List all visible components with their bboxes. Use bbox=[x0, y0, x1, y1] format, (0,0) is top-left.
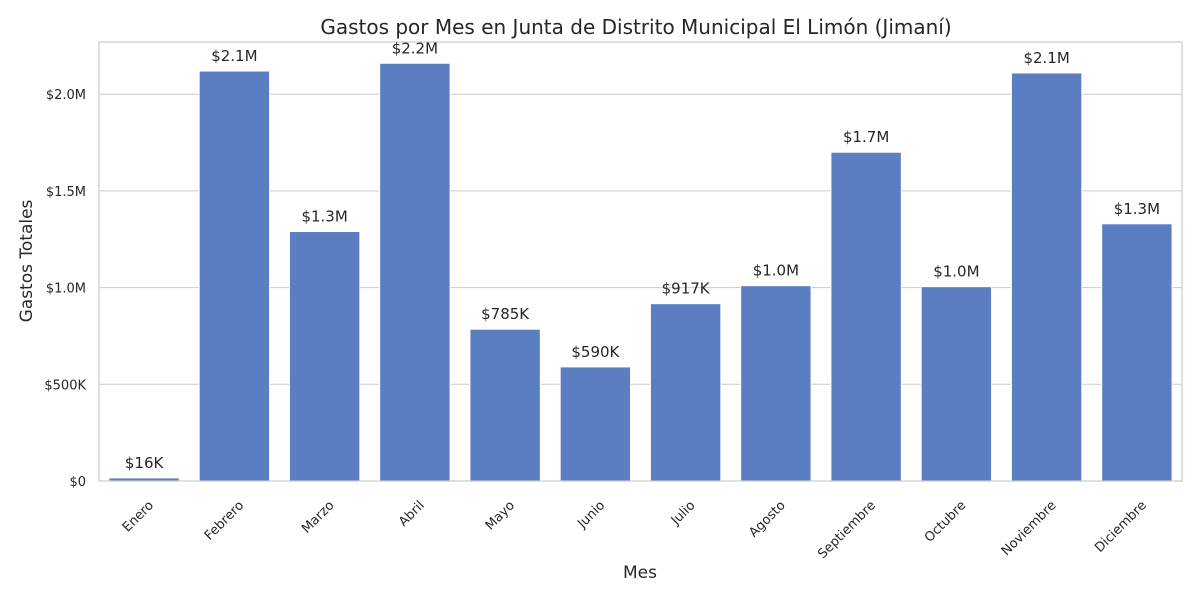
bar-value-label: $2.1M bbox=[1023, 49, 1069, 67]
bar-value-label: $1.0M bbox=[753, 262, 799, 280]
bar-mayo bbox=[469, 328, 541, 482]
x-tick-label: Octubre bbox=[922, 498, 969, 545]
bar-value-label: $1.0M bbox=[933, 263, 979, 281]
x-tick-label: Agosto bbox=[746, 498, 788, 540]
x-tick-label: Febrero bbox=[202, 498, 247, 543]
bar-febrero bbox=[198, 70, 271, 482]
y-tick-label: $0 bbox=[69, 475, 86, 490]
bar-value-label: $1.7M bbox=[843, 128, 889, 146]
bar-value-label: $2.2M bbox=[392, 39, 438, 57]
x-tick-label: Enero bbox=[120, 498, 157, 535]
y-tick-label: $1.5M bbox=[46, 185, 86, 200]
y-axis-ticks: $0 $500K $1.0M $1.5M $2.0M bbox=[44, 88, 86, 490]
bar-value-label: $16K bbox=[125, 454, 165, 472]
bar-value-label: $917K bbox=[662, 280, 711, 298]
bar-value-label: $1.3M bbox=[301, 208, 347, 226]
x-tick-label: Noviembre bbox=[999, 498, 1060, 559]
x-axis-ticks: Enero Febrero Marzo Abril Mayo Junio Julio Agos… bbox=[120, 498, 1150, 562]
plot-frame bbox=[98, 41, 1183, 482]
bar-marzo bbox=[288, 231, 361, 482]
bars-layer bbox=[108, 62, 1173, 482]
bar-junio bbox=[559, 366, 632, 482]
y-tick-label: $1.0M bbox=[46, 282, 86, 297]
x-tick-label: Diciembre bbox=[1092, 498, 1150, 556]
y-axis-title: Gastos Totales bbox=[17, 199, 37, 322]
bar-value-label: $785K bbox=[481, 305, 530, 323]
bar-diciembre bbox=[1101, 223, 1173, 482]
bar-agosto bbox=[740, 285, 812, 482]
bar-julio bbox=[649, 303, 722, 482]
bar-value-labels: $16K $2.1M $1.3M $2.2M $785K $590K $917K $1.0M $… bbox=[125, 39, 1160, 472]
x-tick-label: Julio bbox=[668, 498, 699, 529]
x-tick-label: Junio bbox=[574, 498, 608, 532]
x-tick-label: Marzo bbox=[299, 498, 337, 536]
y-tick-label: $2.0M bbox=[46, 88, 86, 103]
bar-value-label: $2.1M bbox=[211, 47, 257, 65]
bar-septiembre bbox=[830, 151, 902, 482]
bar-value-label: $590K bbox=[571, 343, 620, 361]
chart-title: Gastos por Mes en Junta de Distrito Muni… bbox=[320, 15, 951, 39]
x-tick-label: Mayo bbox=[483, 498, 518, 533]
y-tick-label: $500K bbox=[44, 378, 86, 393]
x-axis-title: Mes bbox=[623, 563, 657, 583]
bar-noviembre bbox=[1010, 72, 1083, 482]
x-tick-label: Abril bbox=[396, 498, 428, 530]
bar-abril bbox=[379, 62, 451, 482]
bar-octubre bbox=[920, 286, 993, 482]
bar-value-label: $1.3M bbox=[1114, 200, 1160, 218]
x-tick-label: Septiembre bbox=[815, 498, 879, 562]
